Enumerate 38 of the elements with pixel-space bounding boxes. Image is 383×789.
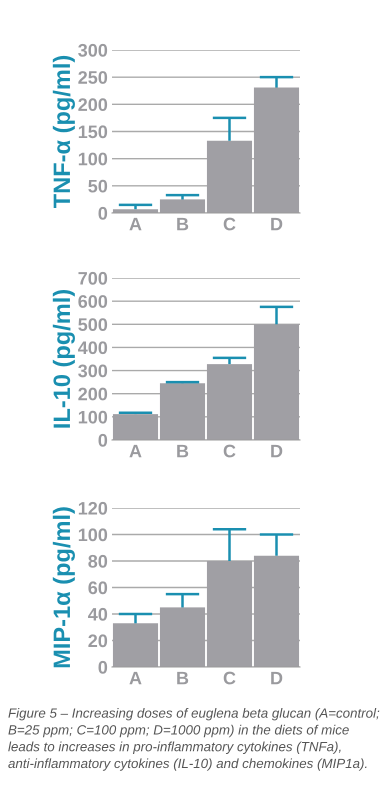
y-tick-label: 50 xyxy=(88,180,108,193)
y-tick-label: 0 xyxy=(98,206,108,220)
y-tick-label: 100 xyxy=(78,410,108,424)
y-tick-label: 40 xyxy=(88,608,108,621)
x-tick-label: B xyxy=(177,672,188,684)
x-tick-label: D xyxy=(271,444,282,458)
y-tick-label: 100 xyxy=(78,528,108,542)
y-tick-label: 120 xyxy=(78,502,108,515)
y-tick-label: 150 xyxy=(78,125,108,138)
y-tick-label: 700 xyxy=(78,272,108,285)
x-tick-label: B xyxy=(177,218,188,230)
x-tick-label: C xyxy=(224,672,236,684)
y-tick-label: 200 xyxy=(78,388,108,400)
y-axis-title: TNF-α (pg/ml) xyxy=(52,56,75,208)
y-tick-label: 600 xyxy=(78,295,108,308)
y-tick-label: 60 xyxy=(88,581,108,594)
y-axis-title: MIP-1α (pg/ml) xyxy=(52,507,75,668)
y-tick-label: 0 xyxy=(98,434,108,447)
y-tick-label: 400 xyxy=(78,341,108,354)
y-tick-label: 250 xyxy=(78,71,108,84)
x-tick-label: B xyxy=(177,444,188,458)
x-tick-label: D xyxy=(271,672,282,684)
y-tick-label: 200 xyxy=(78,98,108,112)
x-tick-label: D xyxy=(271,218,282,230)
x-tick-label: C xyxy=(224,218,236,230)
y-tick-label: 0 xyxy=(98,660,108,674)
y-tick-label: 80 xyxy=(88,554,108,568)
y-tick-label: 300 xyxy=(78,364,108,378)
x-tick-label: A xyxy=(129,672,142,684)
y-tick-label: 500 xyxy=(78,318,108,332)
caption: Figure 5 – Increasing doses of euglena beta glucan (A=control; B=25 ppm; C=100 ppm; D=1000 ppm) in the diets of mice leads to increases in pro-inflammatory cytokines (TNFa), anti-inflammatory cytokines (IL-10) and chemokines (MIP1a). xyxy=(8,708,380,771)
y-tick-label: 20 xyxy=(88,634,108,648)
x-tick-label: A xyxy=(129,218,142,230)
y-tick-label: 300 xyxy=(78,44,108,57)
y-tick-label: 100 xyxy=(78,152,108,166)
x-tick-label: A xyxy=(129,444,142,458)
y-axis-title: IL-10 (pg/ml) xyxy=(52,290,75,428)
x-tick-label: C xyxy=(224,444,236,458)
